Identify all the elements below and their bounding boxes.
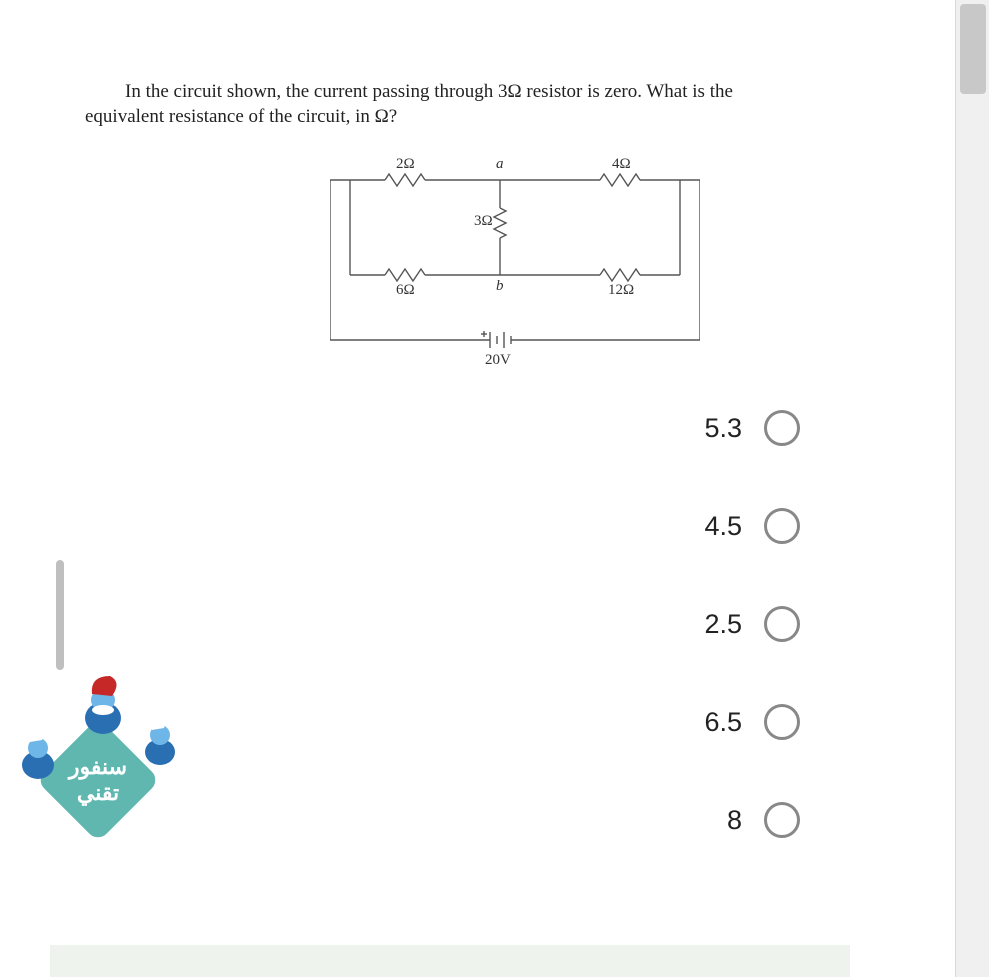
question-line1: In the circuit shown, the current passin… xyxy=(125,81,733,102)
option-radio[interactable] xyxy=(764,802,800,838)
option-row: 2.5 xyxy=(600,606,800,642)
option-radio[interactable] xyxy=(764,508,800,544)
answer-options: 5.3 4.5 2.5 6.5 8 xyxy=(600,410,800,900)
option-row: 4.5 xyxy=(600,508,800,544)
watermark-text1: سنفور xyxy=(67,754,127,780)
label-r-top-right: 4Ω xyxy=(612,156,631,172)
option-row: 8 xyxy=(600,802,800,838)
watermark-logo: سنفور تقني xyxy=(8,670,188,850)
option-row: 6.5 xyxy=(600,704,800,740)
question-text: In the circuit shown, the current passin… xyxy=(85,80,845,129)
label-node-b: b xyxy=(496,278,504,294)
circuit-diagram: 2Ω 4Ω a 3Ω 6Ω 12Ω b 20V xyxy=(330,150,700,375)
option-label: 2.5 xyxy=(704,609,742,640)
option-label: 4.5 xyxy=(704,511,742,542)
side-handle xyxy=(56,560,64,670)
option-radio[interactable] xyxy=(764,410,800,446)
watermark-text2: تقني xyxy=(77,780,119,806)
label-r-top-left: 2Ω xyxy=(396,156,415,172)
question-line2: equivalent resistance of the circuit, in… xyxy=(85,106,397,127)
option-label: 8 xyxy=(727,805,742,836)
option-label: 6.5 xyxy=(704,707,742,738)
label-node-a: a xyxy=(496,156,504,172)
option-radio[interactable] xyxy=(764,704,800,740)
label-r-bottom-left: 6Ω xyxy=(396,282,415,298)
option-row: 5.3 xyxy=(600,410,800,446)
vertical-scrollbar[interactable] xyxy=(955,0,989,977)
label-source: 20V xyxy=(485,352,511,368)
label-r-bottom-right: 12Ω xyxy=(608,282,634,298)
scrollbar-thumb[interactable] xyxy=(960,4,986,94)
option-label: 5.3 xyxy=(704,413,742,444)
label-r-middle: 3Ω xyxy=(474,213,493,229)
option-radio[interactable] xyxy=(764,606,800,642)
footer-bar xyxy=(50,945,850,977)
